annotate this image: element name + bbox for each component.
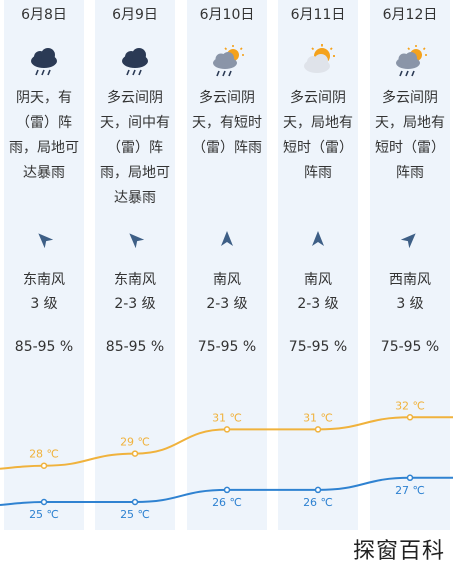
high-temp-point [223, 426, 231, 433]
weather-description-line: 阵雨 [396, 165, 424, 181]
weather-description-line: 天，局地有 [283, 115, 353, 131]
weather-description-line: （雷）阵 [16, 115, 72, 131]
low-temp-point [223, 486, 231, 494]
sun-rain-cloud-icon [392, 44, 428, 80]
weather-description: 多云间阴天，有短时 （雷）阵雨 [187, 86, 267, 161]
high-temp-line [0, 416, 453, 470]
wind-info: 东南风 3 级 [4, 268, 84, 316]
humidity: 85-95 % [14, 339, 74, 355]
high-temp-point [314, 426, 322, 433]
humidity: 85-95 % [105, 339, 165, 355]
wind-level: 2-3 级 [114, 296, 156, 312]
rain-cloud-icon [26, 44, 62, 80]
weather-description-line: 短时（雷） [375, 140, 445, 156]
wind-direction-arrow-icon [126, 230, 145, 249]
day-date: 6月9日 [112, 7, 158, 23]
day-date: 6月11日 [290, 7, 346, 23]
low-temp-point [131, 498, 139, 506]
weather-description-line: 天，有短时 [192, 115, 262, 131]
wind-direction-arrow-icon [218, 230, 236, 248]
wind-direction-arrow-icon [35, 230, 54, 249]
low-temp-label: 25 ℃ [29, 508, 59, 521]
low-temp-point [406, 474, 414, 482]
low-temp-point [314, 486, 322, 494]
high-temp-point [131, 450, 139, 457]
high-temp-label: 31 ℃ [303, 411, 333, 424]
wind-direction: 东南风 [114, 272, 156, 288]
weather-description: 多云间阴天，局地有短时（雷） 阵雨 [370, 86, 450, 186]
weather-description-line: （雷）阵 [107, 140, 163, 156]
high-temp-label: 29 ℃ [120, 436, 150, 449]
wind-info: 南风 2-3 级 [278, 268, 358, 316]
wind-direction: 南风 [304, 272, 332, 288]
day-date: 6月12日 [382, 7, 438, 23]
day-date: 6月10日 [199, 7, 255, 23]
wind-direction-arrow-icon [400, 230, 419, 249]
day-column: 6月10日多云间阴天，有短时 （雷）阵雨南风 2-3 级 75-95 % [187, 0, 267, 530]
weather-description-line: 多云间阴 [382, 90, 438, 106]
day-column: 6月9日多云间阴天，间中有 （雷）阵雨，局地可达暴雨东南风 2-3 级 85-95 % [95, 0, 175, 530]
wind-info: 东南风 2-3 级 [95, 268, 175, 316]
watermark: 探窗百科 [352, 539, 445, 564]
high-temp-label: 31 ℃ [212, 411, 242, 424]
wind-level: 3 级 [30, 296, 58, 312]
humidity: 75-95 % [380, 339, 440, 355]
day-column: 6月11日多云间阴天，局地有短时（雷） 阵雨南风 2-3 级 75-95 % [278, 0, 358, 530]
low-temp-label: 27 ℃ [395, 484, 425, 497]
wind-direction: 东南风 [23, 272, 65, 288]
weather-description-line: 天，间中有 [100, 115, 170, 131]
high-temp-label: 32 ℃ [395, 399, 425, 412]
wind-level: 3 级 [396, 296, 424, 312]
humidity: 75-95 % [288, 339, 348, 355]
weather-description-line: 多云间阴 [199, 90, 255, 106]
high-temp-point [406, 414, 414, 421]
wind-info: 西南风 3 级 [370, 268, 450, 316]
weather-description-line: 短时（雷） [283, 140, 353, 156]
temperature-chart: 28 ℃ 29 ℃ 31 ℃ 31 ℃ 32 ℃ 25 ℃ 25 ℃ 26 ℃ 26 ℃ 27 ℃ [0, 399, 453, 521]
weather-description: 阴天，有 （雷）阵雨，局地可达暴雨 [4, 86, 84, 186]
wind-level: 2-3 级 [206, 296, 248, 312]
low-temp-point [40, 498, 48, 506]
rain-cloud-icon [117, 44, 153, 80]
sun-rain-cloud-icon [209, 44, 245, 80]
wind-info: 南风 2-3 级 [187, 268, 267, 316]
weather-description-line: （雷）阵雨 [192, 140, 262, 156]
sun-cloud-icon [300, 44, 336, 80]
wind-level: 2-3 级 [297, 296, 339, 312]
weather-description-line: 雨，局地可 [100, 165, 170, 181]
weather-description-line: 达暴雨 [114, 190, 156, 206]
day-column: 6月8日阴天，有 （雷）阵雨，局地可达暴雨东南风 3 级 85-95 % [4, 0, 84, 530]
weather-description-line: 阵雨 [304, 165, 332, 181]
wind-direction-arrow-icon [309, 230, 327, 248]
low-temp-label: 26 ℃ [212, 496, 242, 509]
humidity: 75-95 % [197, 339, 257, 355]
weather-description: 多云间阴天，局地有短时（雷） 阵雨 [278, 86, 358, 186]
day-column: 6月12日多云间阴天，局地有短时（雷） 阵雨西南风 3 级 75-95 % [370, 0, 450, 530]
weather-description-line: 阴天，有 [16, 90, 72, 106]
high-temp-label: 28 ℃ [29, 448, 59, 461]
weather-description-line: 天，局地有 [375, 115, 445, 131]
weather-description-line: 达暴雨 [23, 165, 65, 181]
wind-direction: 西南风 [389, 272, 431, 288]
wind-direction: 南风 [213, 272, 241, 288]
high-temp-point [40, 462, 48, 469]
day-date: 6月8日 [21, 7, 67, 23]
weather-description: 多云间阴天，间中有 （雷）阵雨，局地可达暴雨 [95, 86, 175, 211]
low-temp-label: 26 ℃ [303, 496, 333, 509]
weather-description-line: 多云间阴 [290, 90, 346, 106]
weather-description-line: 雨，局地可 [9, 140, 79, 156]
low-temp-label: 25 ℃ [120, 508, 150, 521]
weather-description-line: 多云间阴 [107, 90, 163, 106]
